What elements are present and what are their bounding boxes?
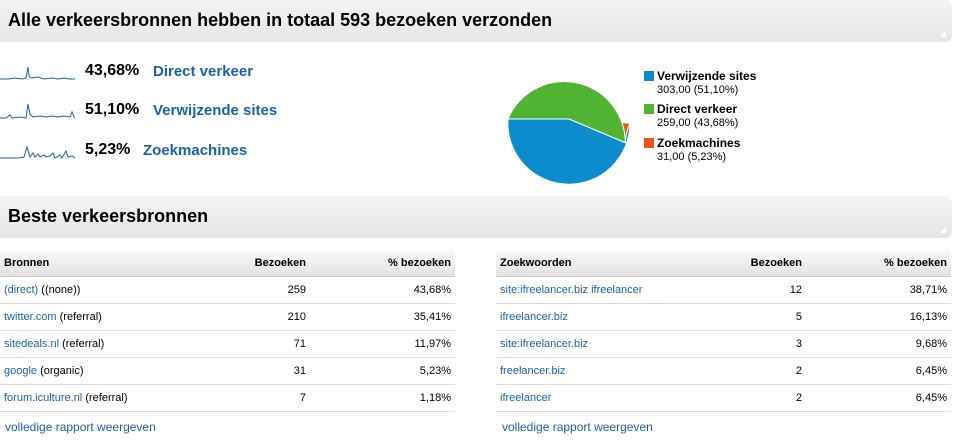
keywords-full-report-link[interactable]: volledige rapport weergeven (502, 420, 653, 434)
keywords-table: Zoekwoorden Bezoeken % bezoeken site:ifr… (496, 250, 951, 412)
sparkline-referral (0, 103, 75, 119)
source-link[interactable]: twitter.com (4, 310, 57, 323)
overview-header: Alle verkeersbronnen hebben in totaal 59… (0, 0, 952, 42)
table-row: site:ifreelancer.biz ifreelancer 12 38,7… (496, 276, 951, 304)
visits-cell: 2 (726, 357, 806, 385)
legend-value: 31,00 (5,23%) (657, 151, 727, 163)
source-row-direct: 43,68% Direct verkeer (0, 60, 420, 86)
visits-cell: 3 (726, 330, 806, 358)
visits-cell: 7 (230, 384, 310, 412)
table-row: (direct) ((none)) 259 43,68% (0, 276, 455, 304)
table-row: ifreelancer.biz 5 16,13% (496, 303, 951, 331)
table-row: freelancer.biz 2 6,45% (496, 357, 951, 385)
table-row: site:ifreelancer.biz 3 9,68% (496, 330, 951, 358)
sources-full-report-link[interactable]: volledige rapport weergeven (5, 420, 156, 434)
source-percent: 51,10% (85, 101, 140, 118)
source-medium: (organic) (40, 364, 84, 377)
column-header[interactable]: Zoekwoorden (496, 250, 726, 277)
sources-table: Bronnen Bezoeken % bezoeken (direct) ((n… (0, 250, 455, 412)
legend-name: Zoekmachines (657, 136, 741, 150)
legend-value: 259,00 (43,68%) (657, 117, 739, 129)
best-sources-header: Beste verkeersbronnen ◢ (0, 196, 952, 238)
legend-swatch (644, 104, 654, 114)
visits-cell: 210 (230, 303, 310, 331)
sparkline-search (0, 145, 75, 159)
visits-cell: 5 (726, 303, 806, 331)
keyword-link[interactable]: ifreelancer (500, 391, 552, 404)
percent-cell: 1,18% (310, 384, 455, 412)
percent-cell: 35,41% (310, 303, 455, 331)
source-link[interactable]: forum.iculture.nl (4, 391, 83, 404)
column-header[interactable]: % bezoeken (806, 250, 951, 277)
keyword-link[interactable]: site:ifreelancer.biz ifreelancer (500, 283, 643, 296)
source-link-direct[interactable]: Direct verkeer (153, 63, 254, 80)
source-medium: (referral) (59, 310, 102, 323)
pie-slice-direct-verkeer (507, 81, 626, 144)
legend-swatch (644, 71, 654, 81)
visits-cell: 31 (230, 357, 310, 385)
corner-arrow-icon: ◢ (939, 225, 946, 234)
percent-cell: 43,68% (310, 276, 455, 304)
column-header[interactable]: Bronnen (0, 250, 230, 277)
keyword-link[interactable]: ifreelancer.biz (500, 310, 568, 323)
source-link[interactable]: google (4, 364, 38, 377)
percent-cell: 38,71% (806, 276, 951, 304)
source-percent: 43,68% (85, 62, 140, 79)
table-row: twitter.com (referral) 210 35,41% (0, 303, 455, 331)
percent-cell: 6,45% (806, 357, 951, 385)
visits-cell: 71 (230, 330, 310, 358)
traffic-pie-chart (507, 81, 631, 184)
visits-cell: 259 (230, 276, 310, 304)
source-link-search[interactable]: Zoekmachines (143, 142, 248, 159)
keyword-link[interactable]: site:ifreelancer.biz (500, 337, 589, 350)
source-medium: (referral) (62, 337, 105, 350)
visits-cell: 12 (726, 276, 806, 304)
source-link[interactable]: sitedeals.nl (4, 337, 60, 350)
source-medium: ((none)) (41, 283, 81, 296)
column-header[interactable]: Bezoeken (230, 250, 310, 277)
corner-arrow-icon: ◢ (939, 29, 946, 38)
percent-cell: 5,23% (310, 357, 455, 385)
source-link[interactable]: (direct) (4, 283, 39, 296)
visits-cell: 2 (726, 384, 806, 412)
legend-swatch (644, 138, 654, 148)
best-sources-title: Beste verkeersbronnen (8, 206, 209, 226)
pie-slice-verwijzende-sites (507, 118, 631, 184)
source-row-search: 5,23% Zoekmachines (0, 139, 420, 165)
percent-cell: 6,45% (806, 384, 951, 412)
percent-cell: 11,97% (310, 330, 455, 358)
source-row-referral: 51,10% Verwijzende sites (0, 99, 420, 125)
source-percent: 5,23% (85, 141, 131, 158)
table-row: google (organic) 31 5,23% (0, 357, 455, 385)
source-medium: (referral) (85, 391, 128, 404)
overview-title: Alle verkeersbronnen hebben in totaal 59… (8, 10, 553, 30)
percent-cell: 9,68% (806, 330, 951, 358)
source-link-referral[interactable]: Verwijzende sites (153, 102, 278, 119)
legend-name: Direct verkeer (657, 102, 738, 116)
legend-name: Verwijzende sites (657, 69, 757, 83)
keyword-link[interactable]: freelancer.biz (500, 364, 566, 377)
legend-value: 303,00 (51,10%) (657, 84, 739, 96)
table-row: forum.iculture.nl (referral) 7 1,18% (0, 384, 455, 412)
column-header[interactable]: Bezoeken (726, 250, 806, 277)
sparkline-direct (0, 66, 75, 80)
table-row: sitedeals.nl (referral) 71 11,97% (0, 330, 455, 358)
table-row: ifreelancer 2 6,45% (496, 384, 951, 412)
percent-cell: 16,13% (806, 303, 951, 331)
column-header[interactable]: % bezoeken (310, 250, 455, 277)
